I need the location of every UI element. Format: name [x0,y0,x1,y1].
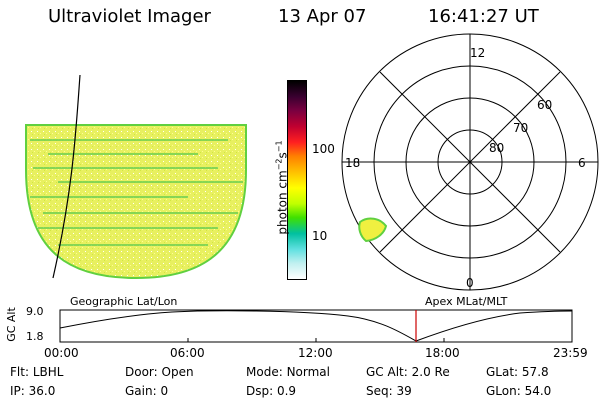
lat-label-70: 70 [513,121,529,135]
instrument-title: Ultraviolet Imager [48,6,211,27]
status-gain: Gain: 0 [125,384,169,398]
timeline-xtick-2359: 23:59 [553,346,588,360]
timeline-xtick-0600: 06:00 [170,346,205,360]
colorbar [287,80,307,280]
geographic-image [25,74,247,280]
status-dsp: Dsp: 0.9 [246,384,297,398]
geographic-panel-label: Geographic Lat/Lon [70,295,178,308]
polar-panel-label: Apex MLat/MLT [425,295,508,308]
status-glon: GLon: 54.0 [486,384,552,398]
timeline-xtick-0000: 00:00 [44,346,79,360]
time-label: 16:41:27 UT [428,6,539,27]
status-flt: Flt: LBHL [10,365,64,379]
status-ip: IP: 36.0 [10,384,56,398]
timeline-ytick-1.8: 1.8 [26,330,44,343]
status-mode: Mode: Normal [246,365,330,379]
mlt-label-0: 0 [466,276,474,290]
colorbar-unit-label: photon cm−2s−1 [274,140,290,235]
timeline-xtick-1800: 18:00 [425,346,460,360]
altitude-timeline [59,309,573,343]
auroral-oval-patch [358,217,388,243]
altitude-curve [59,310,573,342]
terminator-line [52,74,81,279]
mlt-label-18: 18 [345,156,361,170]
status-glat: GLat: 57.8 [486,365,549,379]
mlt-label-6: 6 [578,156,586,170]
polar-diagonal-2 [379,71,561,253]
status-door: Door: Open [125,365,194,379]
timeline-ytick-9: 9.0 [26,305,44,318]
colorbar-tick-100: 100 [312,142,335,156]
lat-label-80: 80 [489,141,505,155]
status-seq: Seq: 39 [366,384,412,398]
timeline-axis-title: GC Alt [4,307,18,342]
date-label: 13 Apr 07 [278,6,367,27]
auroral-image-region [25,124,247,280]
polar-plot [341,33,599,291]
mlt-label-12: 12 [470,46,486,60]
status-gc-alt: GC Alt: 2.0 Re [366,365,450,379]
colorbar-tick-10: 10 [312,229,328,243]
timeline-xtick-1200: 12:00 [298,346,333,360]
lat-label-60: 60 [537,98,553,112]
